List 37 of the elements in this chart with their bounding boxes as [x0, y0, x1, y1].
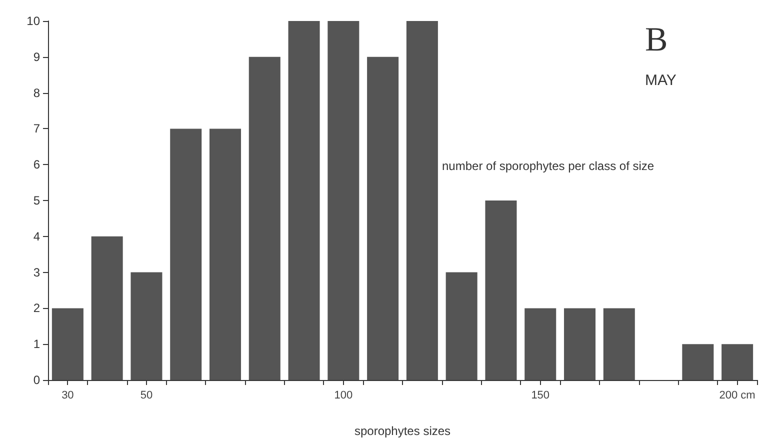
- text: MAY: [645, 72, 676, 89]
- chart-title: B: [645, 22, 668, 58]
- y-axis-title: number of sporophytes per class of size: [442, 159, 654, 173]
- x-tick-label: 50: [140, 390, 153, 402]
- bar: [524, 308, 556, 380]
- bar: [328, 21, 360, 380]
- bar: [209, 128, 242, 380]
- y-tick-label: 2: [33, 301, 40, 316]
- bar: [248, 56, 280, 380]
- y-tick-label: 5: [33, 194, 40, 208]
- x-tick-label: 200 cm: [719, 390, 756, 402]
- bar: [130, 272, 162, 380]
- bar: [722, 344, 754, 380]
- bar: [485, 200, 517, 380]
- x-axis-title: sporophytes sizes: [354, 424, 451, 438]
- x-tick-label: 100: [334, 390, 353, 402]
- bar: [564, 308, 596, 380]
- x-tick-label: 150: [531, 390, 550, 402]
- bar: [367, 56, 399, 380]
- y-tick-label: 10: [26, 14, 40, 28]
- bar: [91, 236, 123, 380]
- y-tick-label: 1: [33, 337, 40, 352]
- y-tick-label: 8: [33, 86, 40, 100]
- bar: [682, 344, 714, 380]
- y-tick-label: 0: [33, 373, 40, 387]
- y-tick-label: 3: [33, 265, 40, 280]
- y-tick-label: 9: [33, 50, 40, 64]
- y-tick-label: 6: [33, 158, 40, 172]
- bar: [288, 21, 320, 380]
- bar: [446, 272, 478, 380]
- bar: [406, 21, 438, 380]
- bar: [52, 308, 84, 380]
- bar: [603, 308, 635, 380]
- x-tick-label: 30: [62, 390, 74, 402]
- bar: [170, 128, 202, 380]
- y-tick-label: 4: [33, 229, 40, 244]
- y-tick-label: 7: [33, 122, 40, 136]
